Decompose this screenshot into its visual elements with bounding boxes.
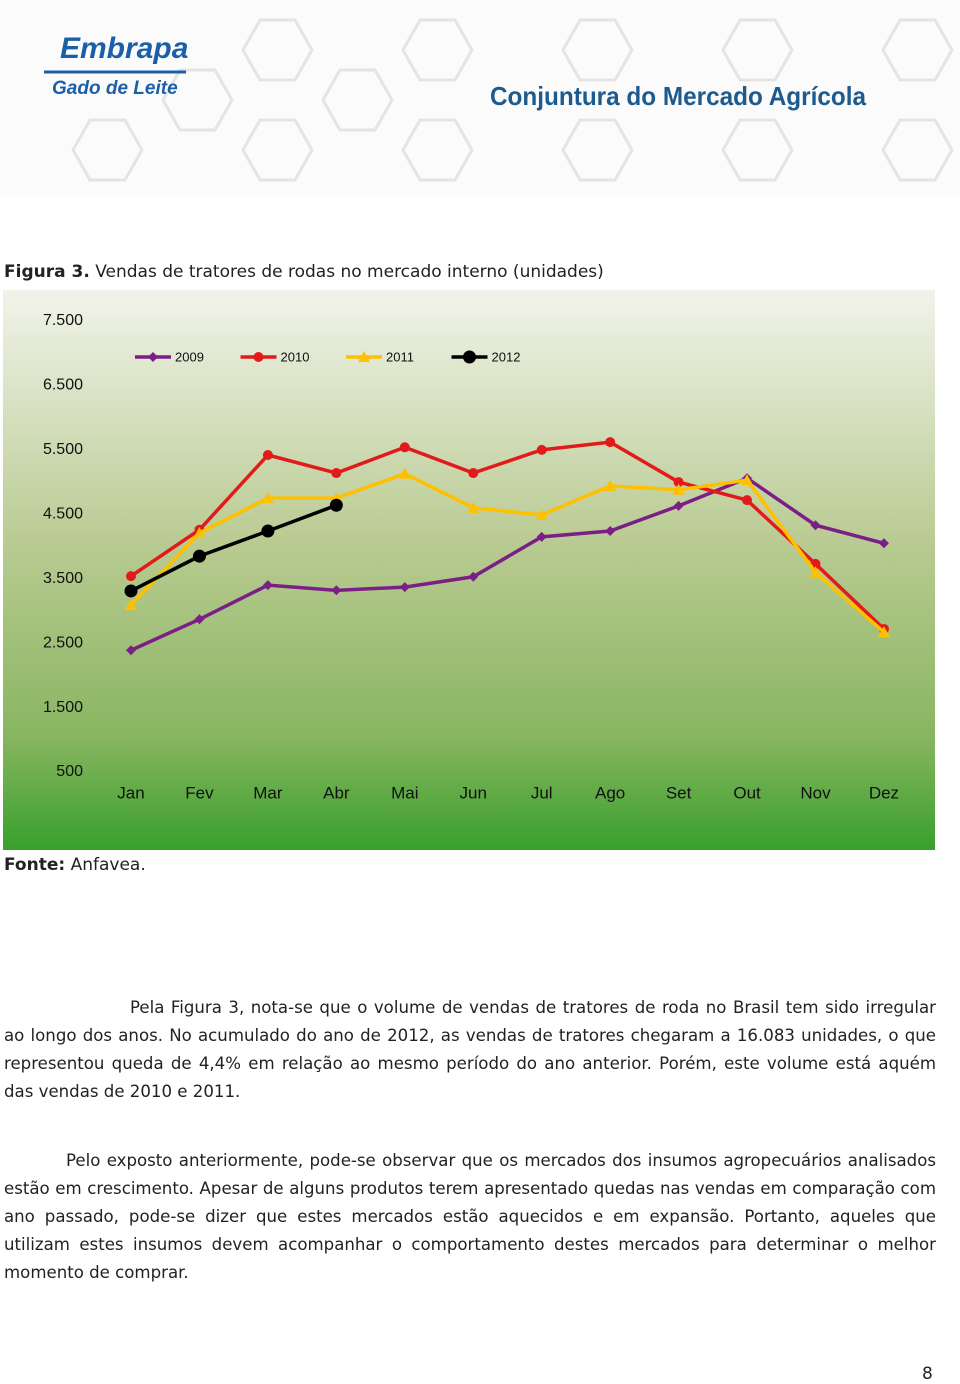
- marker: [262, 450, 273, 461]
- figure-text: Vendas de tratores de rodas no mercado i…: [95, 262, 604, 282]
- marker: [673, 477, 684, 488]
- marker: [742, 495, 753, 506]
- marker: [193, 526, 206, 538]
- marker: [194, 614, 205, 625]
- legend-label: 2009: [175, 349, 204, 364]
- legend-label: 2010: [281, 349, 310, 364]
- marker: [604, 479, 617, 491]
- x-tick-label: Set: [666, 783, 692, 802]
- header-title: Conjuntura do Mercado Agrícola: [490, 81, 867, 111]
- marker: [536, 531, 547, 542]
- marker: [398, 467, 411, 479]
- marker: [124, 584, 138, 598]
- figure-caption: Figura 3. Vendas de tratores de rodas no…: [4, 262, 604, 282]
- marker: [672, 483, 685, 495]
- line-series: [130, 440, 886, 631]
- page-number: 8: [922, 1364, 933, 1384]
- marker: [468, 468, 479, 479]
- source-text: Anfavea.: [70, 855, 146, 875]
- marker: [399, 582, 410, 593]
- y-tick-label: 500: [56, 763, 83, 780]
- marker: [261, 492, 274, 504]
- chart: 500 1.500 2.500 3.500 4.500 5.500 6.500 7.500 Ja…: [3, 290, 935, 850]
- x-tick-label: Jun: [460, 783, 487, 802]
- x-tick-label: Mai: [391, 783, 418, 802]
- legend-label: 2011: [386, 349, 414, 364]
- y-tick-label: 2.500: [43, 634, 83, 651]
- marker: [126, 645, 136, 656]
- marker: [877, 626, 890, 638]
- marker: [399, 442, 410, 453]
- line-series: [130, 476, 885, 652]
- marker: [810, 520, 821, 531]
- x-tick-label: Mar: [253, 783, 283, 802]
- marker: [536, 444, 547, 455]
- marker: [261, 524, 275, 538]
- header-background: [0, 0, 960, 195]
- marker: [463, 350, 476, 364]
- header: Embrapa Gado de Leite Conjuntura do Merc…: [0, 0, 960, 195]
- marker: [358, 351, 370, 362]
- marker: [467, 501, 480, 513]
- marker: [605, 437, 616, 448]
- legend-label: 2012: [492, 349, 521, 364]
- x-tick-label: Abr: [323, 783, 350, 802]
- y-tick-label: 6.500: [43, 377, 83, 394]
- marker: [262, 580, 273, 591]
- x-tick-label: Fev: [185, 783, 214, 802]
- marker: [741, 474, 754, 486]
- marker: [192, 549, 206, 563]
- marker: [331, 585, 342, 596]
- y-tick-label: 7.500: [43, 312, 83, 329]
- y-tick-label: 4.500: [43, 506, 83, 523]
- unit-name: Gado de Leite: [52, 78, 178, 99]
- marker: [331, 468, 342, 479]
- x-tick-label: Jul: [531, 783, 553, 802]
- logo: Embrapa: [60, 32, 188, 65]
- paragraph: Pelo exposto anteriormente, pode-se obse…: [4, 1151, 936, 1282]
- y-tick-label: 5.500: [43, 441, 83, 458]
- marker: [878, 538, 889, 549]
- line-series: [130, 503, 337, 593]
- x-tick-label: Out: [733, 783, 761, 802]
- x-tick-label: Dez: [869, 783, 899, 802]
- figure-label: Figura 3.: [4, 262, 90, 282]
- line-series: [129, 471, 886, 634]
- marker: [673, 500, 684, 511]
- marker: [253, 352, 264, 362]
- marker: [535, 508, 548, 520]
- x-tick-label: Jan: [117, 783, 144, 802]
- x-tick-label: Ago: [595, 783, 625, 802]
- y-tick-label: 1.500: [43, 699, 83, 716]
- hexagon-pattern: [71, 18, 954, 182]
- paragraph: Pela Figura 3, nota-se que o volume de v…: [4, 998, 936, 1101]
- source-label: Fonte:: [4, 855, 66, 875]
- marker: [126, 571, 136, 582]
- marker: [809, 566, 822, 578]
- y-tick-label: 3.500: [43, 570, 83, 587]
- marker: [148, 352, 158, 362]
- marker: [605, 526, 616, 537]
- marker: [329, 498, 343, 512]
- marker: [468, 571, 479, 582]
- source: Fonte: Anfavea.: [4, 855, 146, 875]
- chart-background: [3, 290, 935, 850]
- x-tick-label: Nov: [800, 783, 831, 802]
- marker: [125, 599, 137, 611]
